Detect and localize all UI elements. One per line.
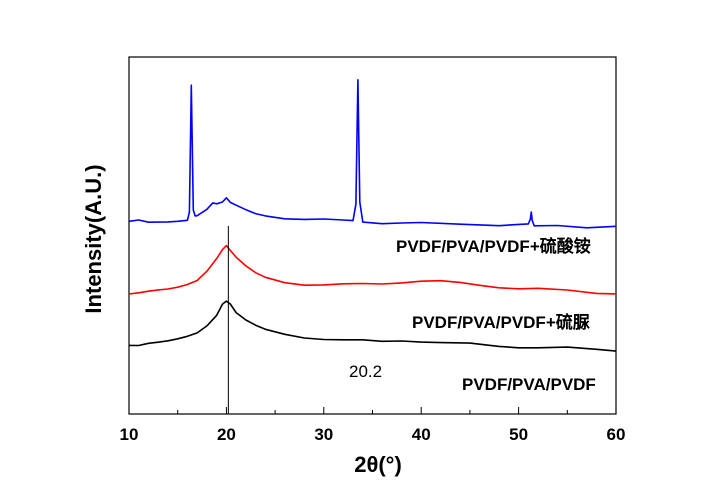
series-line-1	[128, 244, 617, 295]
series-line-2	[128, 79, 617, 229]
x-tick-label: 60	[607, 425, 626, 444]
series-line-0	[128, 300, 617, 352]
x-tick-label: 10	[120, 425, 139, 444]
x-tick-label: 40	[412, 425, 431, 444]
x-ticks	[128, 407, 617, 414]
x-axis-title: 2θ(°)	[354, 452, 402, 477]
series-lines	[128, 79, 617, 352]
peak-annotation: 20.2	[349, 362, 382, 381]
series-label-base: PVDF/PVA/PVDF	[462, 375, 596, 394]
x-tick-label: 30	[314, 425, 333, 444]
series-label-thiourea: PVDF/PVA/PVDF+硫脲	[412, 312, 591, 332]
x-tick-label: 20	[217, 425, 236, 444]
x-tick-labels: 10 20 30 40 50 60	[120, 425, 626, 444]
plot-frame	[128, 56, 617, 415]
series-label-ammonium-sulfate: PVDF/PVA/PVDF+硫酸铵	[396, 236, 591, 256]
x-tick-label: 50	[509, 425, 528, 444]
y-axis-title: Intensity(A.U.)	[81, 164, 106, 313]
